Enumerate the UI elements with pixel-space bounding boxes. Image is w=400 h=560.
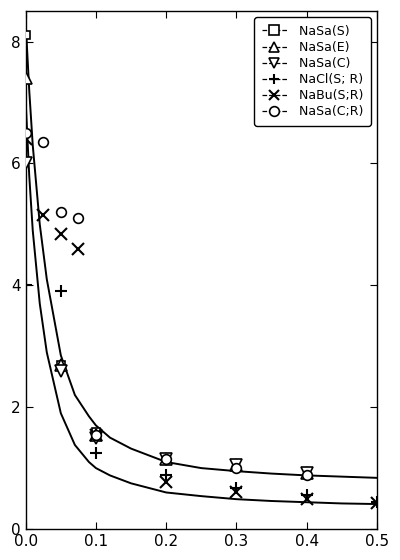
Legend:   NaSa(S),   NaSa(E),   NaSa(C),   NaCl(S; R),   NaBu(S;R),   NaSa(C;R): NaSa(S), NaSa(E), NaSa(C), NaCl(S; R), N… — [254, 17, 370, 126]
